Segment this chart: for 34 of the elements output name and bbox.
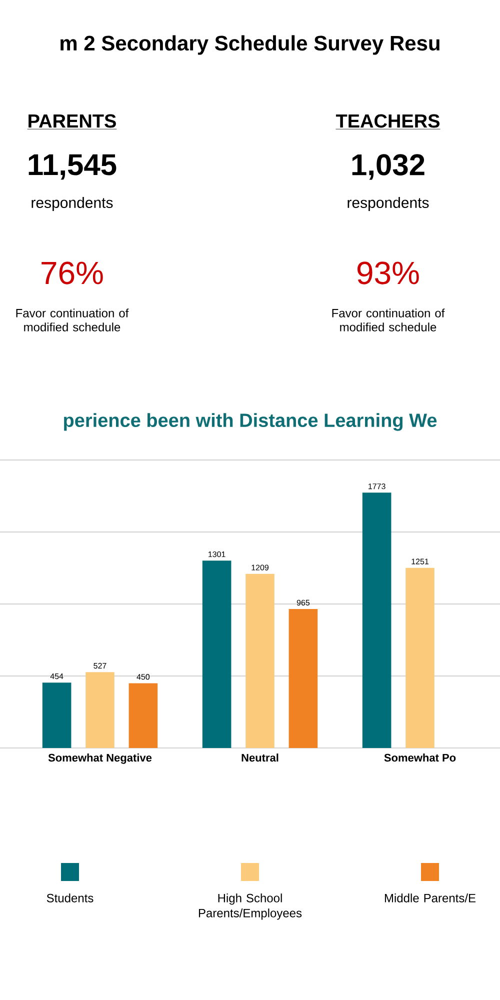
text: respondents — [32, 196, 113, 211]
text: TEACHERS — [336, 114, 440, 128]
bar — [86, 672, 114, 748]
data-label: 1301 — [208, 551, 226, 558]
text: 76% — [42, 262, 103, 284]
data-label: 1773 — [368, 483, 386, 490]
legend-label: Students — [46, 894, 94, 902]
data-label: 454 — [50, 674, 64, 680]
chart-title: perience been with Distance Learning We — [64, 413, 437, 431]
text: 11,545 — [28, 154, 116, 180]
bar — [288, 609, 318, 748]
data-label: 450 — [136, 674, 150, 680]
x-tick-label: Somewhat Negative — [48, 754, 152, 764]
bar — [362, 492, 392, 748]
text: Favor continuation of modified schedule — [332, 308, 445, 332]
data-label: 1209 — [252, 564, 269, 570]
text: m 2 Secondary Schedule Survey Resu — [60, 35, 440, 55]
bar — [406, 568, 434, 748]
x-tick-label: Somewhat Po — [384, 754, 456, 762]
data-label: 1251 — [412, 558, 429, 564]
bar — [42, 682, 72, 748]
legend-label: High School Parents/Employees — [198, 894, 302, 920]
text: Favor continuation of modified schedule — [16, 308, 129, 332]
x-tick-label: Neutral — [242, 754, 278, 762]
text: 93% — [357, 262, 419, 284]
legend-label: Middle Parents/E — [384, 894, 476, 902]
data-label: 965 — [296, 600, 310, 606]
text: PARENTS — [28, 114, 116, 128]
bar — [128, 683, 158, 748]
text: 1,032 — [352, 154, 424, 180]
data-label: 527 — [94, 662, 106, 669]
text: respondents — [348, 196, 429, 211]
bar — [202, 560, 232, 748]
bar — [246, 574, 274, 748]
